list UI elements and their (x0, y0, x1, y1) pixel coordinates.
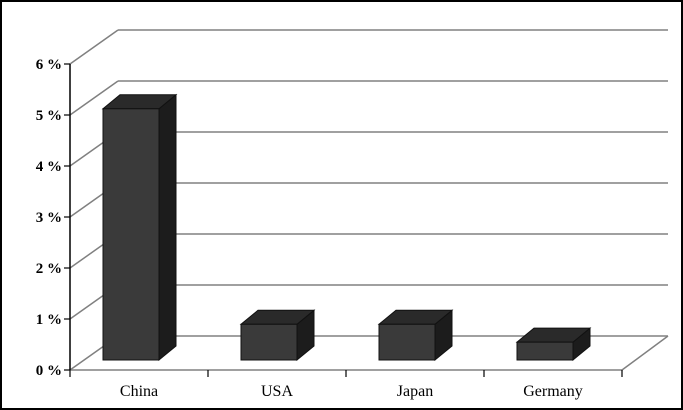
bar-china (101, 93, 178, 362)
bars (101, 93, 592, 362)
y-tick-label: 3 % (36, 210, 62, 226)
category-label: Germany (523, 383, 583, 400)
y-tick-label: 1 % (36, 312, 62, 328)
labels: 0 % 1 % 2 % 3 % 4 % 5 % 6 % China USA Japan German… (36, 57, 583, 400)
bar-front (378, 323, 436, 361)
bar-front (240, 323, 298, 361)
y-tick-label: 5 % (36, 108, 62, 124)
bar-japan (377, 309, 454, 362)
bar-usa (239, 309, 316, 362)
category-label: Japan (397, 383, 433, 400)
y-tick-label: 0 % (36, 363, 62, 379)
floor-side-edge (621, 335, 669, 371)
y-tick-label: 2 % (36, 261, 62, 277)
bar-front (102, 108, 160, 361)
gridline-side (69, 29, 119, 65)
y-tick-label: 6 % (36, 57, 62, 73)
category-label: China (120, 383, 158, 400)
gridline-side (69, 80, 119, 116)
bar-front (516, 341, 574, 361)
y-tick-label: 4 % (36, 159, 62, 175)
axes (64, 63, 623, 377)
category-label: USA (261, 383, 293, 400)
bar-germany (515, 327, 592, 362)
bar-side (158, 93, 177, 362)
